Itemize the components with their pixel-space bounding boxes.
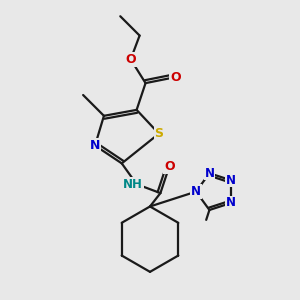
Text: O: O: [170, 71, 181, 84]
Text: O: O: [164, 160, 175, 173]
Text: N: N: [191, 185, 201, 198]
Text: N: N: [226, 174, 236, 187]
Text: N: N: [226, 196, 236, 209]
Text: N: N: [204, 167, 214, 180]
Text: N: N: [90, 139, 100, 152]
Text: S: S: [154, 127, 164, 140]
Text: NH: NH: [123, 178, 143, 191]
Text: O: O: [125, 53, 136, 66]
